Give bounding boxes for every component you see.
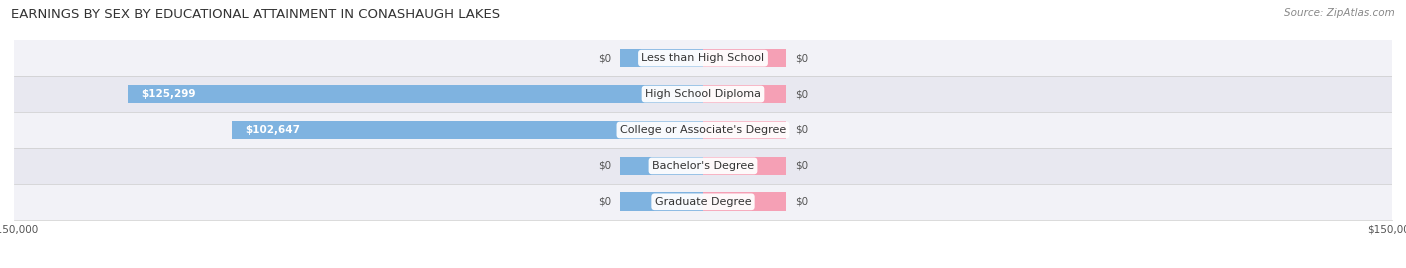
Text: Source: ZipAtlas.com: Source: ZipAtlas.com — [1284, 8, 1395, 18]
Text: $0: $0 — [794, 89, 808, 99]
Text: $0: $0 — [794, 161, 808, 171]
Text: High School Diploma: High School Diploma — [645, 89, 761, 99]
Text: $0: $0 — [794, 125, 808, 135]
Text: $0: $0 — [598, 161, 612, 171]
Bar — [703, 192, 786, 211]
Text: $0: $0 — [794, 53, 808, 63]
Bar — [703, 157, 786, 175]
Bar — [703, 49, 786, 68]
Text: $102,647: $102,647 — [245, 125, 301, 135]
Text: Less than High School: Less than High School — [641, 53, 765, 63]
Bar — [703, 85, 786, 103]
Bar — [14, 148, 1392, 184]
Bar — [14, 184, 1392, 220]
Bar — [620, 157, 703, 175]
Bar — [14, 112, 1392, 148]
Bar — [232, 121, 703, 139]
Bar — [620, 49, 703, 68]
Text: Graduate Degree: Graduate Degree — [655, 197, 751, 207]
Text: Bachelor's Degree: Bachelor's Degree — [652, 161, 754, 171]
Text: EARNINGS BY SEX BY EDUCATIONAL ATTAINMENT IN CONASHAUGH LAKES: EARNINGS BY SEX BY EDUCATIONAL ATTAINMEN… — [11, 8, 501, 21]
Bar — [703, 121, 786, 139]
Text: $125,299: $125,299 — [141, 89, 195, 99]
Bar — [128, 85, 703, 103]
Text: $0: $0 — [598, 53, 612, 63]
Text: $0: $0 — [794, 197, 808, 207]
Text: College or Associate's Degree: College or Associate's Degree — [620, 125, 786, 135]
Bar — [14, 40, 1392, 76]
Bar — [14, 76, 1392, 112]
Bar — [620, 192, 703, 211]
Text: $0: $0 — [598, 197, 612, 207]
